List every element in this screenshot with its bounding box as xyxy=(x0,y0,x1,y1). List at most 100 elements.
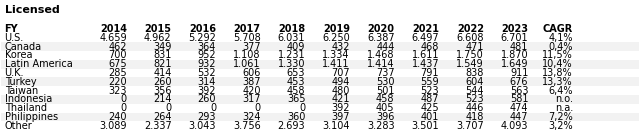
FancyBboxPatch shape xyxy=(1,95,639,104)
Text: 2022: 2022 xyxy=(457,24,484,34)
Text: 544: 544 xyxy=(465,86,484,95)
Text: 831: 831 xyxy=(153,50,172,60)
Text: 0: 0 xyxy=(210,103,216,113)
Text: 2015: 2015 xyxy=(145,24,172,34)
Text: 446: 446 xyxy=(465,103,484,113)
Text: 1.750: 1.750 xyxy=(456,50,484,60)
Text: 324: 324 xyxy=(242,112,260,122)
Text: 323: 323 xyxy=(108,86,127,95)
Text: 1.611: 1.611 xyxy=(412,50,439,60)
Text: 2014: 2014 xyxy=(100,24,127,34)
Text: 3.283: 3.283 xyxy=(367,121,394,131)
Text: 3.089: 3.089 xyxy=(99,121,127,131)
Text: 414: 414 xyxy=(153,68,172,78)
Text: 1.870: 1.870 xyxy=(500,50,529,60)
Text: 0: 0 xyxy=(255,103,260,113)
Text: 11,5%: 11,5% xyxy=(542,50,573,60)
Text: 10,4%: 10,4% xyxy=(542,59,573,69)
FancyBboxPatch shape xyxy=(1,77,639,86)
Text: 1.061: 1.061 xyxy=(233,59,260,69)
Text: 0: 0 xyxy=(300,103,305,113)
Text: 6.608: 6.608 xyxy=(456,33,484,43)
Text: Korea: Korea xyxy=(4,50,32,60)
Text: 2019: 2019 xyxy=(323,24,350,34)
Text: 675: 675 xyxy=(108,59,127,69)
Text: 360: 360 xyxy=(287,112,305,122)
Text: 700: 700 xyxy=(108,50,127,60)
Text: Canada: Canada xyxy=(4,41,42,52)
Text: 6.031: 6.031 xyxy=(278,33,305,43)
Text: 501: 501 xyxy=(376,86,394,95)
Text: 364: 364 xyxy=(198,41,216,52)
Text: 3.707: 3.707 xyxy=(456,121,484,131)
FancyBboxPatch shape xyxy=(1,121,639,130)
Text: 317: 317 xyxy=(242,94,260,104)
FancyBboxPatch shape xyxy=(1,25,639,33)
Text: 838: 838 xyxy=(465,68,484,78)
Text: 462: 462 xyxy=(108,41,127,52)
Text: Thailand: Thailand xyxy=(4,103,47,113)
Text: 425: 425 xyxy=(420,103,439,113)
Text: 468: 468 xyxy=(420,41,439,52)
Text: 952: 952 xyxy=(198,50,216,60)
Text: 260: 260 xyxy=(153,77,172,87)
Text: 6.497: 6.497 xyxy=(412,33,439,43)
Text: 6,4%: 6,4% xyxy=(548,86,573,95)
Text: Turkey: Turkey xyxy=(4,77,36,87)
Text: Indonesia: Indonesia xyxy=(4,94,52,104)
Text: 377: 377 xyxy=(242,41,260,52)
Text: 5.292: 5.292 xyxy=(188,33,216,43)
FancyBboxPatch shape xyxy=(1,104,639,113)
Text: 2020: 2020 xyxy=(367,24,394,34)
FancyBboxPatch shape xyxy=(1,60,639,68)
Text: 676: 676 xyxy=(510,77,529,87)
Text: Other: Other xyxy=(4,121,33,131)
Text: 471: 471 xyxy=(465,41,484,52)
Text: 0: 0 xyxy=(121,103,127,113)
Text: 523: 523 xyxy=(420,86,439,95)
Text: 13,3%: 13,3% xyxy=(542,77,573,87)
Text: 6.250: 6.250 xyxy=(322,33,350,43)
Text: 392: 392 xyxy=(198,86,216,95)
FancyBboxPatch shape xyxy=(1,33,639,42)
Text: 494: 494 xyxy=(332,77,350,87)
Text: 1.108: 1.108 xyxy=(233,50,260,60)
Text: 1.231: 1.231 xyxy=(278,50,305,60)
Text: 3.104: 3.104 xyxy=(323,121,350,131)
Text: Taiwan: Taiwan xyxy=(4,86,38,95)
Text: 559: 559 xyxy=(420,77,439,87)
Text: 3,2%: 3,2% xyxy=(548,121,573,131)
Text: 4,1%: 4,1% xyxy=(548,33,573,43)
Text: 458: 458 xyxy=(287,86,305,95)
Text: 409: 409 xyxy=(287,41,305,52)
Text: 2016: 2016 xyxy=(189,24,216,34)
Text: 444: 444 xyxy=(376,41,394,52)
Text: 737: 737 xyxy=(376,68,394,78)
Text: 6.701: 6.701 xyxy=(500,33,529,43)
Text: 3.756: 3.756 xyxy=(233,121,260,131)
FancyBboxPatch shape xyxy=(1,68,639,77)
Text: 1.414: 1.414 xyxy=(367,59,394,69)
Text: 420: 420 xyxy=(242,86,260,95)
Text: 563: 563 xyxy=(510,86,529,95)
Text: 487: 487 xyxy=(420,94,439,104)
Text: 604: 604 xyxy=(465,77,484,87)
Text: 13,8%: 13,8% xyxy=(542,68,573,78)
Text: 481: 481 xyxy=(510,41,529,52)
Text: 396: 396 xyxy=(376,112,394,122)
Text: 349: 349 xyxy=(153,41,172,52)
FancyBboxPatch shape xyxy=(1,51,639,60)
Text: 581: 581 xyxy=(510,94,529,104)
Text: 480: 480 xyxy=(332,86,350,95)
FancyBboxPatch shape xyxy=(1,86,639,95)
Text: 530: 530 xyxy=(376,77,394,87)
Text: 1.437: 1.437 xyxy=(412,59,439,69)
Text: 474: 474 xyxy=(510,103,529,113)
Text: 405: 405 xyxy=(376,103,394,113)
Text: 2017: 2017 xyxy=(234,24,260,34)
Text: 240: 240 xyxy=(108,112,127,122)
Text: 606: 606 xyxy=(243,68,260,78)
Text: 293: 293 xyxy=(198,112,216,122)
Text: 911: 911 xyxy=(510,68,529,78)
Text: 653: 653 xyxy=(287,68,305,78)
